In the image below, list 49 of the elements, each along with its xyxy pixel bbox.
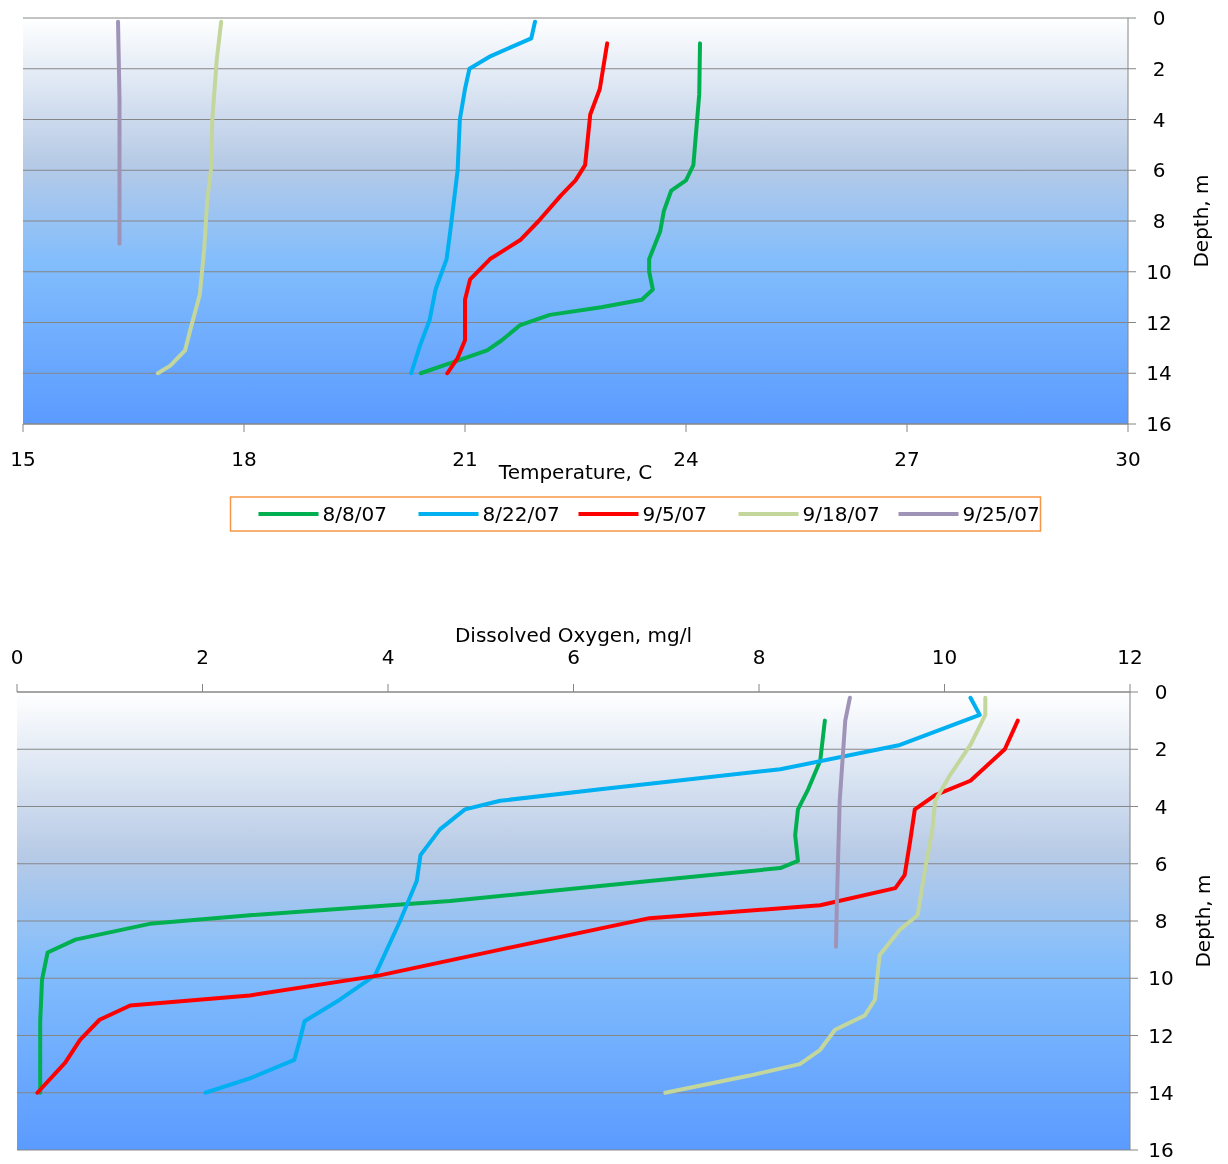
x-tick-label: 12 <box>1117 645 1143 669</box>
line-series <box>38 718 827 1095</box>
y-tick-label: 0 <box>1152 6 1166 30</box>
x-tick-label: 0 <box>10 645 24 669</box>
y-tick-label: 12 <box>1148 1023 1174 1048</box>
y-tick-label: 14 <box>1146 361 1172 386</box>
line-series <box>203 695 982 1095</box>
y-tick-label: 2 <box>1152 56 1166 81</box>
y-tick-label: 6 <box>1152 158 1166 183</box>
x-tick-label: 4 <box>381 645 395 669</box>
line-series <box>418 41 702 376</box>
line-series <box>35 718 1020 1095</box>
y-tick-label: 14 <box>1148 1080 1174 1105</box>
x-axis-title: Temperature, C <box>497 460 653 484</box>
y-tick-label: 6 <box>1154 851 1168 876</box>
legend-label: 8/8/07 <box>322 502 387 526</box>
x-tick-label: 10 <box>931 645 958 669</box>
y-tick-label: 8 <box>1152 209 1166 233</box>
y-tick-label: 10 <box>1146 259 1172 284</box>
x-tick-label: 21 <box>452 447 478 471</box>
x-tick-label: 6 <box>567 645 580 669</box>
legend-label: 9/18/07 <box>802 502 880 526</box>
x-tick-label: 24 <box>673 447 699 471</box>
x-tick-label: 27 <box>894 447 920 471</box>
y-tick-label: 4 <box>1152 107 1166 132</box>
line-series <box>445 41 610 376</box>
y-tick-label: 16 <box>1146 412 1172 436</box>
x-tick-label: 2 <box>196 645 209 669</box>
legend-label: 9/25/07 <box>962 502 1040 526</box>
legend-label: 9/5/07 <box>642 502 707 526</box>
y-axis-title: Depth, m <box>1191 874 1215 968</box>
line-series <box>155 19 224 376</box>
y-tick-label: 16 <box>1148 1138 1174 1162</box>
y-tick-label: 0 <box>1154 680 1168 704</box>
legend-label: 8/22/07 <box>482 502 560 526</box>
x-tick-label: 18 <box>231 447 257 471</box>
y-tick-label: 12 <box>1146 310 1172 335</box>
y-tick-label: 4 <box>1154 794 1168 819</box>
y-tick-label: 2 <box>1154 737 1168 762</box>
x-tick-label: 8 <box>752 645 766 669</box>
y-tick-label: 8 <box>1154 909 1168 933</box>
x-axis-title: Dissolved Oxygen, mg/l <box>454 623 693 647</box>
x-tick-label: 30 <box>1115 447 1141 471</box>
y-axis-title: Depth, m <box>1189 174 1213 268</box>
line-series <box>833 695 852 949</box>
line-series <box>409 19 537 376</box>
line-series <box>663 695 988 1095</box>
y-tick-label: 10 <box>1148 966 1174 991</box>
x-tick-label: 15 <box>10 447 36 471</box>
